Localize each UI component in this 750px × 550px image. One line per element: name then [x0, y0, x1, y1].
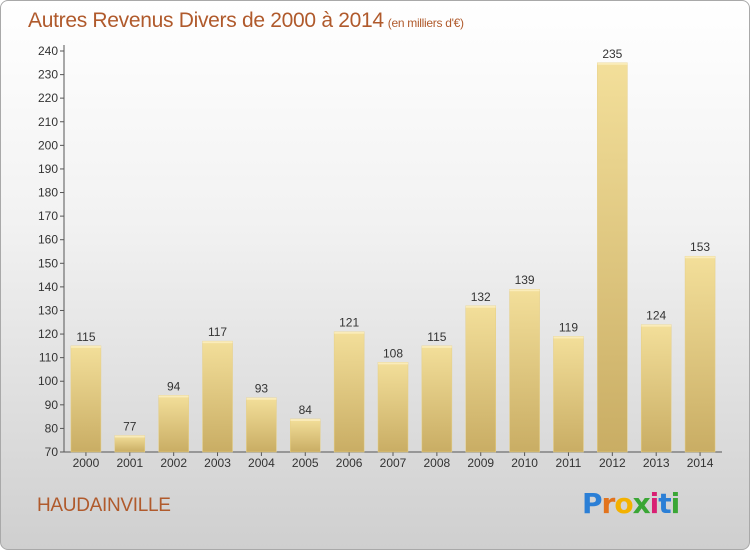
bar [509, 288, 540, 453]
data-label: 84 [299, 403, 313, 417]
y-tick-label: 170 [38, 209, 58, 223]
data-label: 117 [208, 325, 227, 339]
bar [290, 418, 321, 453]
x-tick-label: 2004 [248, 456, 275, 470]
y-tick-label: 190 [38, 162, 58, 176]
bar [70, 345, 102, 453]
x-tick-label: 2000 [73, 456, 100, 470]
bar [684, 255, 716, 453]
x-tick-label: 2001 [116, 456, 143, 470]
chart-unit: (en milliers d'€) [387, 16, 464, 30]
bar [158, 395, 189, 453]
commune-name: HAUDAINVILLE [37, 495, 171, 516]
data-label: 115 [76, 330, 95, 344]
x-tick-label: 2005 [292, 456, 319, 470]
data-label: 94 [167, 379, 181, 393]
bar [202, 340, 233, 453]
bar [553, 336, 584, 453]
data-label: 235 [602, 47, 622, 61]
bar [246, 397, 277, 453]
bar-highlight [202, 341, 233, 344]
x-tick-label: 2012 [599, 456, 626, 470]
y-tick-label: 210 [38, 115, 58, 129]
data-labels: 115 77 94 117 93 84 121 108 115 132 139 119 235 124 15… [76, 47, 710, 434]
bar-highlight [509, 289, 540, 292]
y-tick-label: 180 [38, 186, 58, 200]
y-tick-label: 150 [38, 256, 58, 270]
chart-title-text: Autres Revenus Divers de 2000 à 2014 [28, 9, 384, 32]
y-tick-label: 70 [45, 445, 59, 459]
data-label: 124 [646, 309, 666, 323]
logo-letter: r [601, 487, 616, 520]
y-tick-label: 230 [38, 68, 58, 82]
bars [70, 62, 716, 453]
data-label: 108 [383, 346, 403, 360]
x-tick-label: 2010 [511, 456, 538, 470]
y-tick-label: 110 [39, 351, 58, 365]
x-tick-label: 2011 [556, 456, 582, 470]
bar [333, 331, 365, 453]
bar-highlight [334, 331, 365, 334]
bar-highlight [421, 345, 452, 348]
bar [465, 305, 496, 453]
logo-letter: o [614, 487, 633, 520]
logo-letter: i [649, 487, 660, 520]
logo-letter: x [632, 487, 651, 520]
bar [640, 324, 672, 453]
data-label: 153 [690, 240, 710, 254]
x-tick-label: 2013 [643, 456, 670, 470]
chart-title: Autres Revenus Divers de 2000 à 2014 (en … [28, 9, 464, 33]
bar-highlight [70, 345, 101, 348]
logo-letter: i [670, 487, 681, 520]
y-tick-label: 130 [38, 303, 58, 317]
bar-highlight [597, 62, 628, 65]
proxiti-logo: Proxiti [582, 487, 681, 520]
bar [597, 62, 628, 453]
x-tick-label: 2014 [687, 456, 714, 470]
y-tick-label: 100 [38, 374, 58, 388]
bar [377, 362, 409, 453]
x-tick-label: 2008 [424, 456, 451, 470]
y-tick-label: 90 [45, 398, 59, 412]
x-tick-label: 2007 [380, 456, 407, 470]
bar-highlight [465, 305, 496, 308]
x-tick-label: 2009 [467, 456, 494, 470]
x-tick-label: 2002 [160, 456, 187, 470]
y-tick-label: 120 [38, 327, 58, 341]
x-tick-label: 2006 [336, 456, 363, 470]
y-tick-label: 240 [38, 44, 58, 58]
data-label: 119 [559, 320, 578, 334]
bar [114, 435, 146, 453]
bar-highlight [553, 336, 584, 339]
y-tick-label: 220 [38, 91, 58, 105]
bar [421, 345, 453, 453]
logo-letter: P [582, 487, 603, 520]
y-tick-label: 140 [38, 280, 58, 294]
bar-highlight [158, 395, 189, 398]
y-tick-label: 200 [38, 138, 58, 152]
data-label: 121 [339, 316, 359, 330]
logo-letter: t [658, 487, 671, 520]
y-tick-label: 80 [45, 421, 59, 435]
y-tick-label: 160 [38, 233, 58, 247]
x-tick-label: 2003 [204, 456, 231, 470]
bar-highlight [114, 435, 145, 438]
data-label: 93 [255, 382, 269, 396]
data-label: 132 [471, 290, 491, 304]
bar-highlight [378, 362, 408, 365]
bar-highlight [290, 418, 321, 421]
bar-highlight [641, 324, 672, 327]
bar-highlight [685, 256, 716, 259]
data-label: 139 [515, 273, 535, 287]
data-label: 77 [123, 419, 137, 433]
bar-highlight [246, 397, 277, 400]
data-label: 115 [427, 330, 446, 344]
